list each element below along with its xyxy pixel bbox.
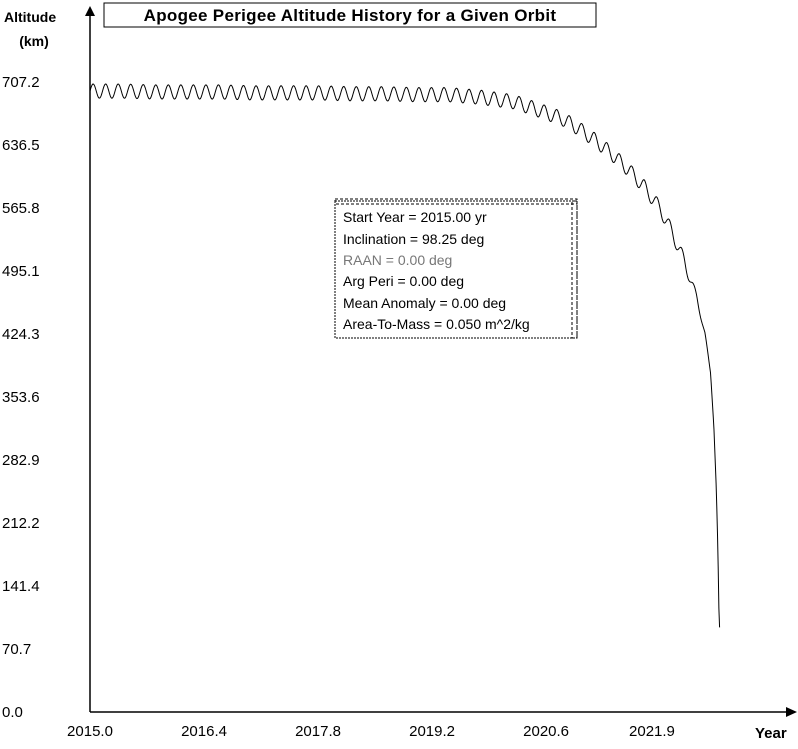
- x-axis-arrow: [786, 707, 797, 717]
- y-tick-label: 141.4: [2, 578, 40, 595]
- info-line-area-to-mass: Area-To-Mass = 0.050 m^2/kg: [343, 316, 530, 332]
- y-axis-arrow: [85, 6, 95, 16]
- x-tick-label: 2017.8: [295, 723, 341, 740]
- x-tick-label: 2019.2: [409, 723, 455, 740]
- x-ticks: 2015.0 2016.4 2017.8 2019.2 2020.6 2021.9: [67, 723, 675, 740]
- y-axis-label-unit: (km): [19, 33, 49, 49]
- x-tick-label: 2016.4: [181, 723, 227, 740]
- x-tick-label: 2021.9: [629, 723, 675, 740]
- chart-title: Apogee Perigee Altitude History for a Gi…: [144, 6, 557, 25]
- info-line-inclination: Inclination = 98.25 deg: [343, 231, 484, 247]
- info-line-raan: RAAN = 0.00 deg: [343, 252, 452, 268]
- orbit-parameters-box: Start Year = 2015.00 yr Inclination = 98…: [334, 198, 578, 339]
- y-tick-label: 424.3: [2, 326, 40, 343]
- y-tick-label: 212.2: [2, 515, 40, 532]
- series-line: [89, 83, 721, 628]
- info-box-hatch-top: [334, 198, 578, 205]
- y-tick-label: 353.6: [2, 389, 40, 406]
- info-box-frame: [334, 200, 578, 339]
- chart-title-frame: [103, 2, 597, 28]
- info-line-mean-anomaly: Mean Anomaly = 0.00 deg: [343, 295, 506, 311]
- y-axis-label: Altitude: [4, 9, 56, 25]
- series-layer: [89, 83, 721, 628]
- y-tick-label: 636.5: [2, 137, 40, 154]
- y-tick-label: 565.8: [2, 200, 40, 217]
- x-tick-label: 2020.6: [523, 723, 569, 740]
- y-tick-label: 707.2: [2, 74, 40, 91]
- x-axis-label: Year: [755, 725, 787, 742]
- y-ticks: 707.2 636.5 565.8 495.1 424.3 353.6 282.9 212.2…: [2, 74, 40, 721]
- info-line-start-year: Start Year = 2015.00 yr: [343, 209, 487, 225]
- info-line-arg-peri: Arg Peri = 0.00 deg: [343, 273, 464, 289]
- y-tick-label: 70.7: [2, 641, 31, 658]
- y-tick-label: 0.0: [2, 704, 23, 721]
- y-tick-label: 282.9: [2, 452, 40, 469]
- info-box-hatch-right: [571, 200, 578, 339]
- x-tick-label: 2015.0: [67, 723, 113, 740]
- y-tick-label: 495.1: [2, 263, 40, 280]
